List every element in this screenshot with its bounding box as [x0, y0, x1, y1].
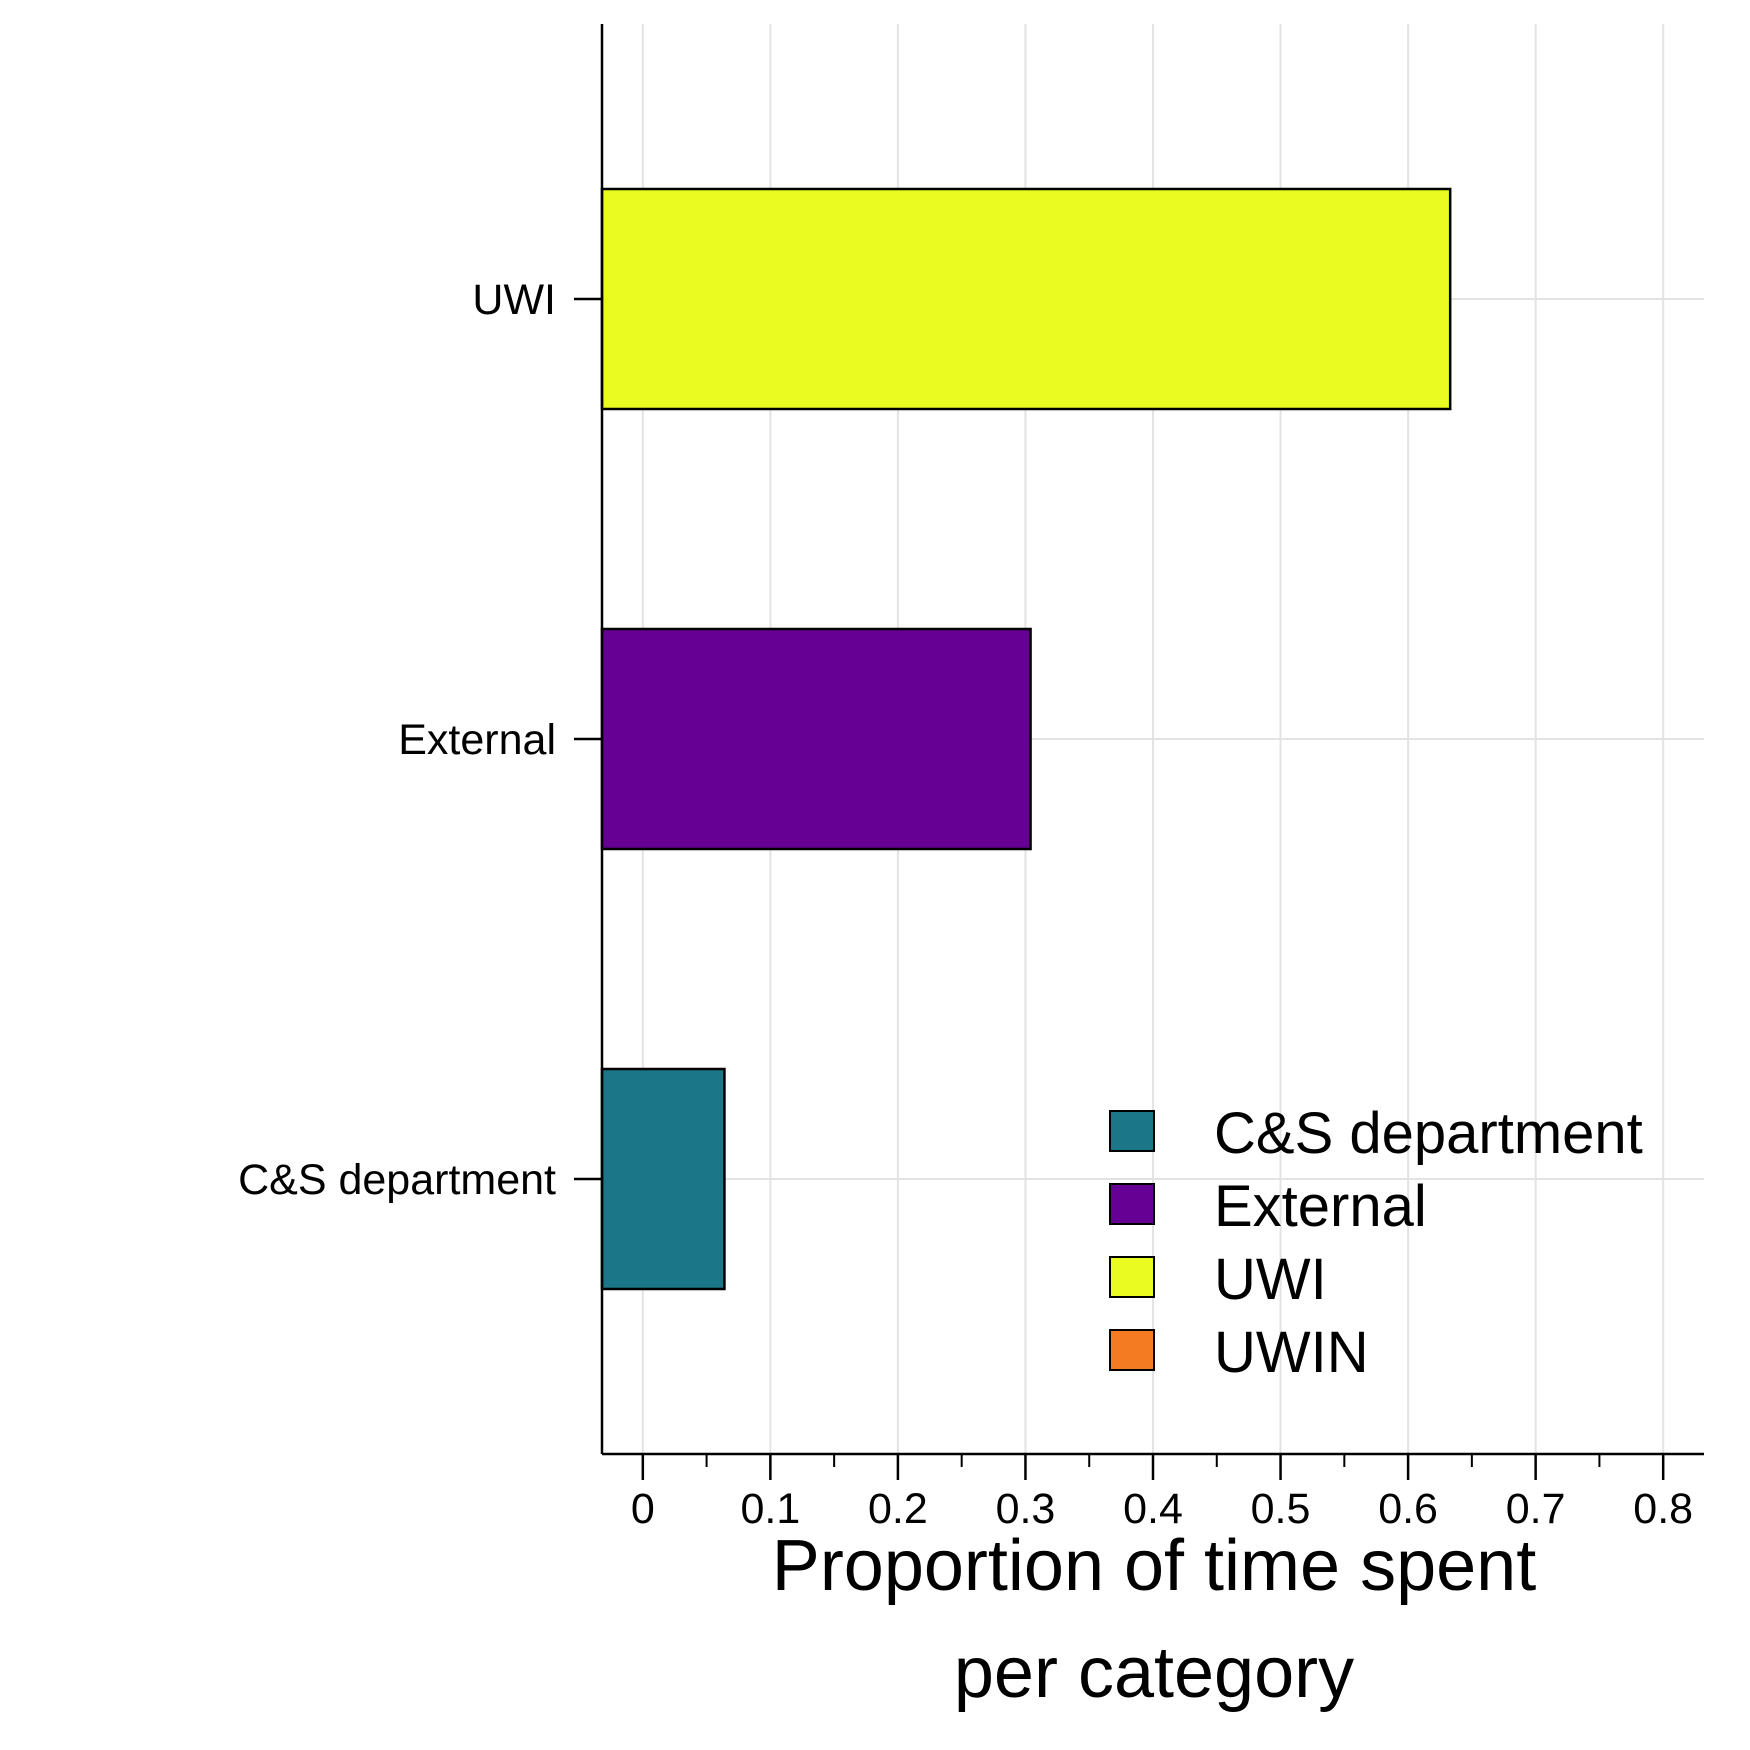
legend: C&S department External UWI UWIN	[1109, 1101, 1643, 1385]
bar	[600, 1067, 726, 1291]
bar	[600, 187, 1452, 411]
x-tick-label: 0	[631, 1485, 655, 1533]
legend-label: External	[1214, 1174, 1427, 1239]
x-tick-label: 0.6	[1378, 1485, 1438, 1533]
legend-swatch	[1109, 1329, 1155, 1371]
bars	[600, 187, 1452, 1291]
y-axis-ticks: UWI External C&S department	[238, 276, 602, 1204]
x-tick-label: 0.5	[1251, 1485, 1311, 1533]
x-tick-label: 0.4	[1123, 1485, 1183, 1533]
bar	[600, 627, 1032, 851]
x-tick-label: 0.1	[740, 1485, 800, 1533]
x-tick-label: 0.8	[1633, 1485, 1693, 1533]
x-axis-title-line-2: per category	[954, 1633, 1354, 1713]
y-tick-label: C&S department	[238, 1156, 556, 1204]
legend-label: C&S department	[1214, 1101, 1643, 1166]
y-tick-label: UWI	[472, 276, 556, 324]
legend-swatch	[1109, 1110, 1155, 1152]
legend-label: UWIN	[1214, 1320, 1369, 1385]
x-axis-title-line-1: Proportion of time spent	[772, 1526, 1536, 1606]
legend-swatch	[1109, 1183, 1155, 1225]
x-tick-label: 0.2	[868, 1485, 928, 1533]
x-tick-label: 0.3	[996, 1485, 1056, 1533]
y-tick-label: External	[398, 716, 556, 764]
legend-swatch	[1109, 1256, 1155, 1298]
x-axis-ticks: 0 0.1 0.2 0.3 0.4 0.5 0.6 0.7 0.8	[631, 1454, 1693, 1533]
legend-label: UWI	[1214, 1247, 1327, 1312]
x-tick-label: 0.7	[1506, 1485, 1566, 1533]
